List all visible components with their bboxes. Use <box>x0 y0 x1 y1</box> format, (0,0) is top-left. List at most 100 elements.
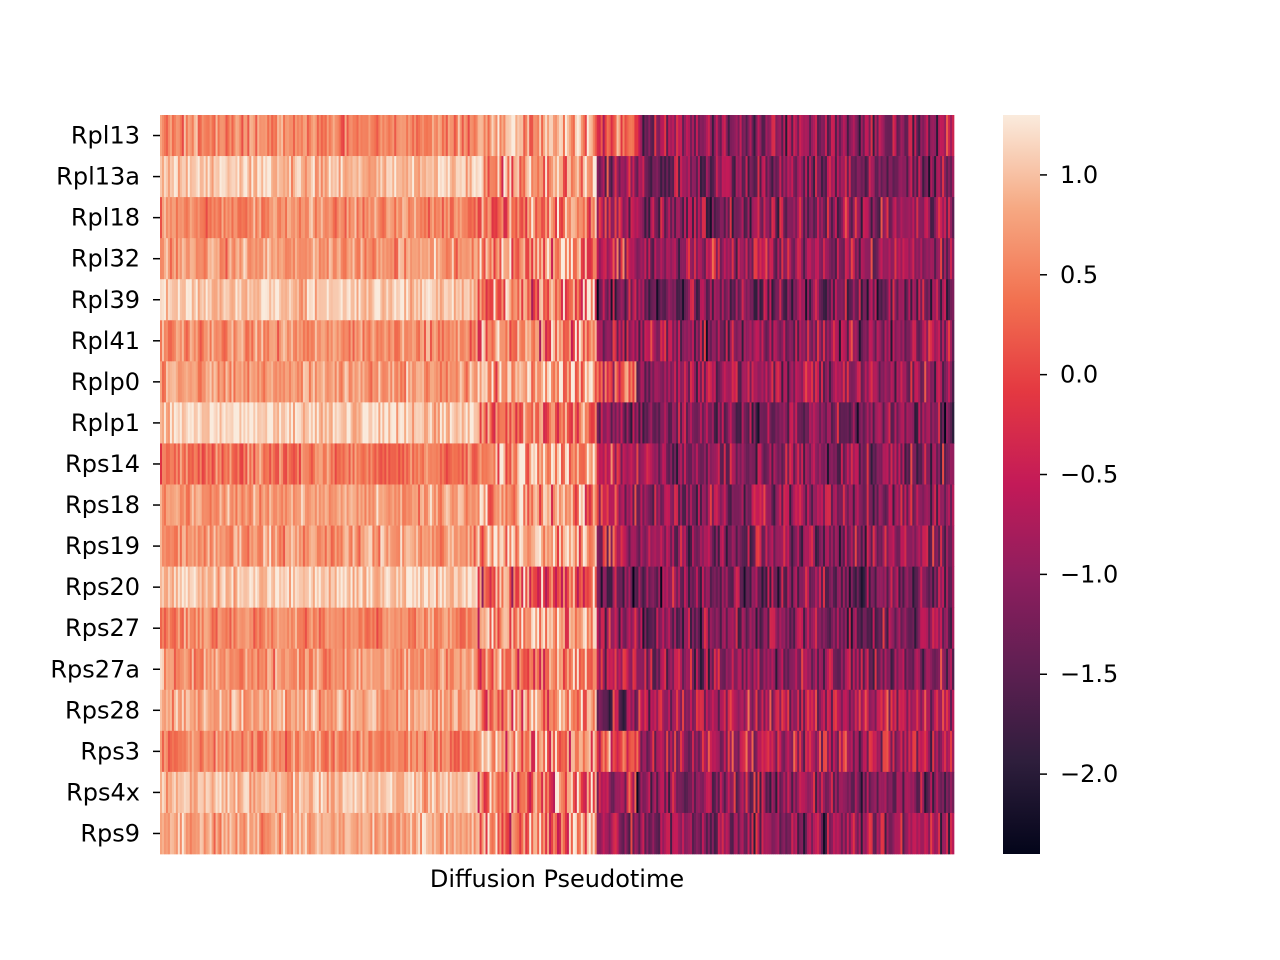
heatmap-cell <box>791 238 794 280</box>
heatmap-cell <box>586 566 590 609</box>
heatmap-cell <box>499 402 502 444</box>
heatmap-cell <box>699 115 703 157</box>
heatmap-cell <box>479 320 482 362</box>
heatmap-cell <box>769 402 772 444</box>
heatmap-cell <box>314 279 318 321</box>
heatmap-cell <box>834 238 838 280</box>
heatmap-cell <box>273 402 276 444</box>
heatmap-cell <box>705 115 709 157</box>
heatmap-cell <box>424 566 427 609</box>
heatmap-cell <box>562 443 566 485</box>
heatmap-cell <box>294 607 298 650</box>
heatmap-cell <box>594 238 598 280</box>
heatmap-cell <box>765 197 768 239</box>
heatmap-cell <box>890 197 893 239</box>
heatmap-cell <box>537 402 540 444</box>
heatmap-cell <box>503 484 506 526</box>
heatmap-cell <box>388 197 391 239</box>
heatmap-cell <box>553 197 556 239</box>
heatmap-cell <box>560 402 564 444</box>
heatmap-cell <box>390 484 393 526</box>
heatmap-cell <box>646 525 649 567</box>
heatmap-cell <box>731 115 735 157</box>
heatmap-cell <box>832 484 836 526</box>
heatmap-cell <box>765 238 768 280</box>
heatmap-cell <box>551 115 554 157</box>
heatmap-cell <box>709 115 713 157</box>
heatmap-cell <box>864 156 868 198</box>
heatmap-cell <box>422 443 425 485</box>
heatmap-cell <box>533 402 536 444</box>
heatmap-cell <box>400 320 403 362</box>
heatmap-cell <box>392 566 395 609</box>
heatmap-cell <box>890 320 893 362</box>
heatmap-cell <box>830 279 834 321</box>
heatmap-cell <box>394 484 397 526</box>
heatmap-cell <box>719 402 723 444</box>
heatmap-cell <box>479 607 482 650</box>
heatmap-cell <box>634 197 637 239</box>
heatmap-cell <box>356 279 359 321</box>
heatmap-cell <box>821 115 824 157</box>
heatmap-cell <box>838 279 842 321</box>
heatmap-cell <box>215 197 218 239</box>
heatmap-cell <box>644 566 647 609</box>
heatmap-cell <box>836 320 840 362</box>
heatmap-cell <box>396 443 399 485</box>
heatmap-cell <box>793 566 796 609</box>
heatmap-cell <box>543 197 546 239</box>
heatmap-cell <box>231 238 234 280</box>
heatmap-cell <box>203 361 206 403</box>
heatmap-cell <box>543 402 546 444</box>
heatmap-cell <box>223 484 226 526</box>
heatmap-cell <box>340 320 343 362</box>
heatmap-cell <box>485 279 488 321</box>
heatmap-cell <box>247 156 250 198</box>
heatmap-cell <box>416 115 419 157</box>
heatmap-cell <box>271 566 274 609</box>
heatmap-cell <box>360 607 363 650</box>
heatmap-cell <box>402 566 405 609</box>
heatmap-cell <box>380 484 383 526</box>
heatmap-cell <box>493 320 496 362</box>
heatmap-cell <box>668 443 671 485</box>
heatmap-cell <box>533 443 536 485</box>
heatmap-cell <box>171 197 175 239</box>
heatmap-cell <box>787 320 790 362</box>
heatmap-cell <box>263 156 266 198</box>
heatmap-cell <box>404 402 407 444</box>
heatmap-cell <box>884 320 887 362</box>
heatmap-cell <box>485 484 488 526</box>
heatmap-cell <box>580 320 584 362</box>
heatmap-cell <box>916 361 919 403</box>
heatmap-cell <box>650 115 653 157</box>
heatmap-cell <box>281 320 284 362</box>
heatmap-cell <box>926 484 929 526</box>
heatmap-cell <box>711 361 715 403</box>
heatmap-cell <box>283 279 286 321</box>
heatmap-cell <box>217 566 220 609</box>
heatmap-cell <box>860 197 864 239</box>
heatmap-cell <box>376 279 379 321</box>
heatmap-cell <box>914 525 917 567</box>
heatmap-cell <box>408 525 411 567</box>
heatmap-cell <box>392 238 395 280</box>
heatmap-cell <box>624 279 627 321</box>
heatmap-cell <box>517 156 520 198</box>
heatmap-cell <box>479 566 482 609</box>
heatmap-cell <box>727 361 731 403</box>
heatmap-cell <box>183 156 187 198</box>
heatmap-cell <box>892 525 895 567</box>
heatmap-cell <box>332 607 336 650</box>
heatmap-cell <box>195 607 199 650</box>
heatmap-cell <box>199 156 203 198</box>
heatmap-cell <box>316 156 320 198</box>
heatmap-cell <box>451 525 455 567</box>
heatmap-cell <box>707 402 711 444</box>
heatmap-cell <box>785 238 788 280</box>
heatmap-cell <box>318 197 322 239</box>
heatmap-cell <box>904 484 907 526</box>
heatmap-cell <box>384 484 387 526</box>
heatmap-cell <box>439 320 443 362</box>
heatmap-cell <box>396 115 399 157</box>
